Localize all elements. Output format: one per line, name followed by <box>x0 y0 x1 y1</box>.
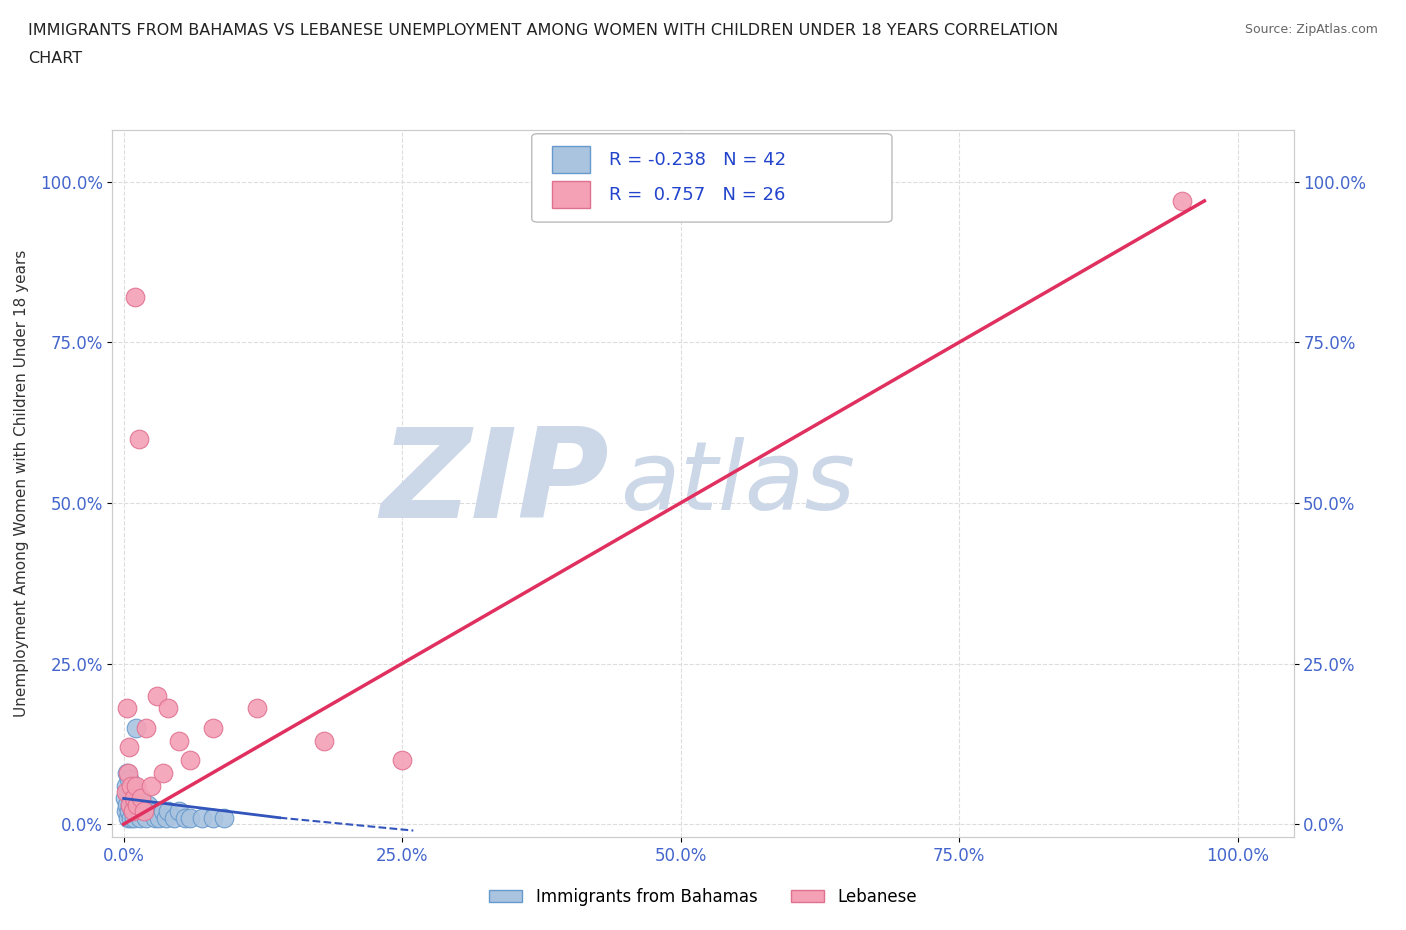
Point <box>157 804 180 818</box>
Point <box>124 290 146 305</box>
Point <box>122 797 145 812</box>
Point <box>179 810 201 825</box>
Point <box>152 804 174 818</box>
Text: Source: ZipAtlas.com: Source: ZipAtlas.com <box>1244 23 1378 36</box>
Point <box>201 810 224 825</box>
Point <box>121 804 143 818</box>
Point <box>120 797 142 812</box>
Point <box>115 797 138 812</box>
Point <box>131 797 153 812</box>
Point <box>1171 193 1194 208</box>
Point <box>129 810 152 825</box>
Point <box>131 791 153 806</box>
Point <box>135 810 157 825</box>
Point <box>125 721 148 736</box>
Point <box>143 810 166 825</box>
Point <box>118 739 141 754</box>
Point <box>124 804 146 818</box>
Point <box>148 810 170 825</box>
Point <box>122 810 145 825</box>
Point <box>115 785 138 800</box>
Point <box>128 432 150 446</box>
Point <box>169 804 191 818</box>
Point <box>125 778 148 793</box>
Point <box>118 772 141 787</box>
Y-axis label: Unemployment Among Women with Children Under 18 years: Unemployment Among Women with Children U… <box>14 250 28 717</box>
Point <box>163 810 186 825</box>
Point <box>141 778 163 793</box>
Text: R = -0.238   N = 42: R = -0.238 N = 42 <box>609 151 786 169</box>
Point <box>246 701 269 716</box>
Point <box>201 721 224 736</box>
Text: atlas: atlas <box>620 437 855 530</box>
FancyBboxPatch shape <box>551 146 589 173</box>
Point <box>132 804 155 818</box>
Point <box>115 804 138 818</box>
Point <box>136 797 159 812</box>
Text: CHART: CHART <box>28 51 82 66</box>
Point <box>121 778 143 793</box>
Point <box>124 785 146 800</box>
Point <box>314 733 336 748</box>
Point <box>115 701 138 716</box>
FancyBboxPatch shape <box>551 181 589 208</box>
Point <box>120 810 142 825</box>
Point <box>135 721 157 736</box>
Point <box>152 765 174 780</box>
Point <box>127 804 149 818</box>
Point <box>118 804 141 818</box>
Point <box>121 804 143 818</box>
Point <box>117 810 139 825</box>
Point <box>141 804 163 818</box>
Point <box>122 791 145 806</box>
Point <box>120 785 142 800</box>
Point <box>174 810 197 825</box>
Point <box>146 804 169 818</box>
Point <box>125 797 148 812</box>
Point <box>117 765 139 780</box>
FancyBboxPatch shape <box>531 134 891 222</box>
Point <box>169 733 191 748</box>
Point <box>120 791 142 806</box>
Point <box>179 752 201 767</box>
Point <box>128 791 150 806</box>
Point <box>115 765 138 780</box>
Point <box>155 810 177 825</box>
Legend: Immigrants from Bahamas, Lebanese: Immigrants from Bahamas, Lebanese <box>482 881 924 912</box>
Point <box>157 701 180 716</box>
Text: R =  0.757   N = 26: R = 0.757 N = 26 <box>609 186 785 205</box>
Point <box>391 752 413 767</box>
Point <box>212 810 235 825</box>
Point <box>146 688 169 703</box>
Text: IMMIGRANTS FROM BAHAMAS VS LEBANESE UNEMPLOYMENT AMONG WOMEN WITH CHILDREN UNDER: IMMIGRANTS FROM BAHAMAS VS LEBANESE UNEM… <box>28 23 1059 38</box>
Point <box>120 778 142 793</box>
Point <box>117 785 139 800</box>
Point <box>132 804 155 818</box>
Point <box>125 797 148 812</box>
Point <box>190 810 212 825</box>
Point <box>115 778 138 793</box>
Point <box>120 797 142 812</box>
Point <box>114 791 136 806</box>
Text: ZIP: ZIP <box>380 423 609 544</box>
